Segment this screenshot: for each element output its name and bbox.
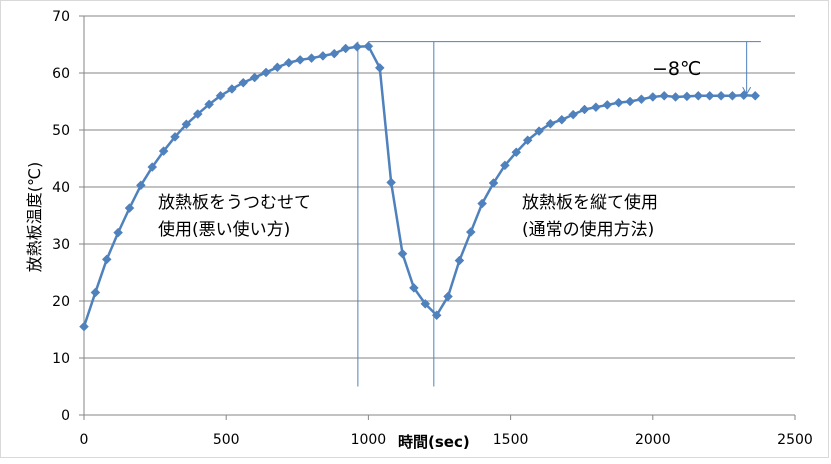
data-point — [568, 109, 579, 120]
data-point — [249, 72, 260, 83]
data-point — [477, 198, 488, 209]
annotation-vertical-line1: 放熱板を縦て使用 — [522, 192, 658, 213]
data-point — [511, 147, 522, 158]
x-tick-label: 1500 — [493, 432, 529, 448]
data-point — [647, 92, 658, 102]
data-point — [545, 118, 556, 129]
data-point — [500, 160, 510, 171]
data-point — [443, 291, 453, 302]
x-axis-label: 時間(sec) — [398, 433, 470, 451]
data-point — [215, 90, 226, 101]
data-point — [318, 51, 328, 61]
x-tick-label: 500 — [213, 432, 240, 448]
data-point — [556, 114, 567, 125]
data-point — [704, 90, 715, 101]
x-tick-label: 1000 — [351, 432, 387, 448]
y-tick-label: 30 — [52, 237, 70, 253]
data-point — [90, 287, 101, 298]
y-tick-label: 0 — [61, 408, 70, 424]
data-point — [682, 91, 692, 102]
data-point — [113, 227, 123, 238]
data-point — [534, 126, 544, 136]
y-tick-label: 60 — [52, 66, 70, 82]
x-tick-label: 2500 — [777, 432, 813, 448]
y-tick-label: 40 — [52, 180, 70, 196]
tick-labels: 0 10 20 30 40 50 60 70 0 500 1000 1500 2000 2500 — [52, 9, 813, 448]
data-point — [79, 321, 89, 332]
data-point — [272, 62, 283, 73]
data-point — [465, 227, 476, 237]
data-point — [295, 55, 305, 65]
data-point — [227, 84, 237, 94]
data-point — [625, 96, 635, 107]
data-point — [181, 119, 192, 130]
data-point — [397, 248, 408, 259]
series-group — [79, 41, 761, 332]
data-point — [613, 97, 624, 108]
data-point — [147, 162, 158, 172]
x-tick-label: 2000 — [635, 432, 671, 448]
data-point — [693, 90, 704, 101]
data-point — [409, 283, 419, 293]
data-point — [204, 99, 214, 110]
data-point — [431, 310, 442, 321]
data-point — [488, 178, 499, 188]
data-point — [716, 90, 726, 101]
data-point — [363, 41, 374, 52]
data-point — [306, 53, 317, 64]
data-point — [158, 146, 169, 156]
data-point — [659, 90, 670, 101]
data-point — [124, 203, 135, 213]
data-point — [340, 43, 351, 54]
data-point — [670, 92, 681, 102]
gridlines — [84, 15, 795, 359]
data-point — [454, 255, 465, 266]
data-point — [374, 63, 385, 73]
data-point — [602, 100, 613, 110]
data-point — [727, 90, 738, 101]
data-point — [738, 90, 749, 101]
y-tick-label: 10 — [52, 351, 70, 367]
y-tick-label: 50 — [52, 123, 70, 139]
data-point — [101, 254, 112, 265]
y-tick-label: 20 — [52, 294, 70, 310]
annotation-vertical-line2: (通常の使用方法) — [522, 219, 654, 240]
x-tick-label: 0 — [80, 432, 89, 448]
data-point — [750, 90, 761, 101]
y-axis-label: 放熱板温度(℃) — [25, 162, 44, 272]
axes — [79, 15, 796, 420]
data-point — [420, 298, 431, 309]
data-point — [170, 131, 180, 142]
data-point — [192, 109, 203, 119]
data-point — [329, 48, 340, 59]
data-point — [386, 177, 397, 188]
data-point — [238, 77, 249, 88]
y-tick-label: 70 — [52, 9, 70, 25]
data-point — [352, 41, 362, 52]
data-point — [591, 102, 601, 113]
data-point — [136, 180, 146, 191]
annotation-face-down-line2: 使用(悪い使い方) — [158, 219, 290, 240]
data-point — [261, 67, 271, 78]
data-point — [579, 104, 590, 115]
data-point — [283, 57, 294, 68]
data-point — [636, 94, 647, 105]
data-point — [522, 135, 533, 146]
annotation-face-down-line1: 放熱板をうつむせて — [158, 193, 311, 213]
annotation-temp-drop: −8℃ — [652, 58, 701, 80]
